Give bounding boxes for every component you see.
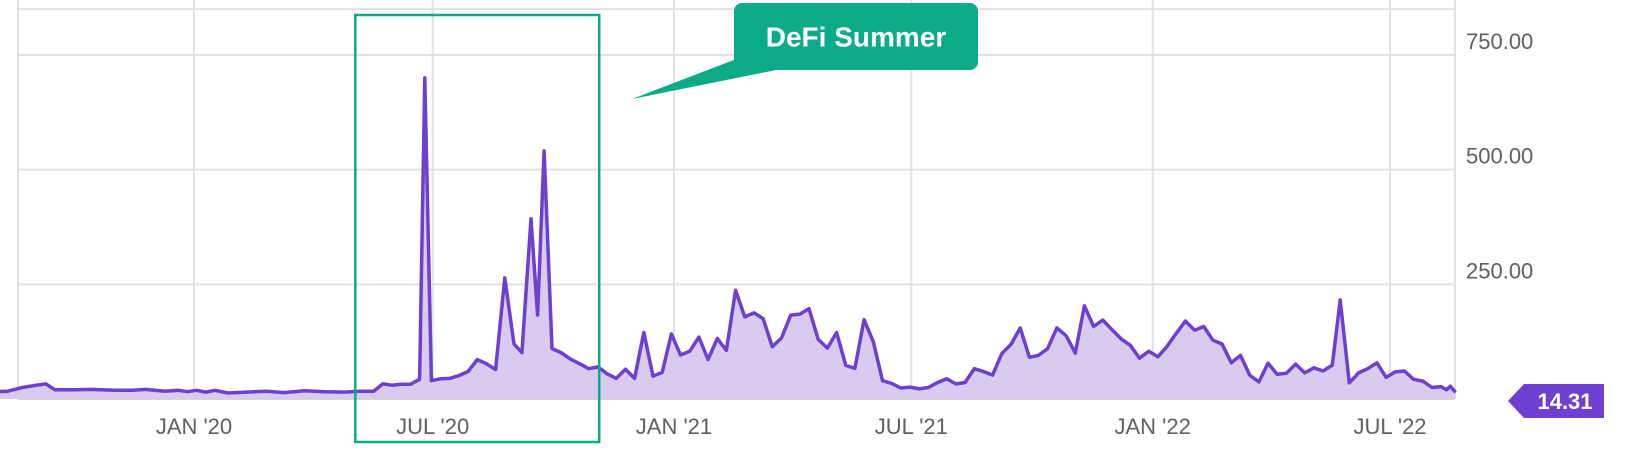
- last-value-tag-shape: [1508, 384, 1604, 418]
- x-tick-label: JAN '21: [636, 414, 712, 439]
- defi-summer-highlight-box: [354, 13, 601, 444]
- x-tick-label: JAN '20: [156, 414, 232, 439]
- y-tick-label: 500.00: [1466, 144, 1533, 169]
- x-tick-label: JUL '21: [875, 414, 948, 439]
- y-tick-label: 250.00: [1466, 258, 1533, 283]
- y-axis-ticks: 250.00 500.00 750.00: [1466, 29, 1533, 283]
- callout-background: [734, 3, 978, 70]
- x-axis-ticks: JAN '20 JUL '20 JAN '21 JUL '21 JAN '22 JUL '…: [156, 414, 1427, 439]
- x-tick-label: JUL '22: [1353, 414, 1426, 439]
- x-tick-label: JUL '20: [396, 414, 469, 439]
- y-tick-label: 750.00: [1466, 29, 1533, 54]
- series-line: [0, 76, 1457, 395]
- x-tick-label: JAN '22: [1114, 414, 1190, 439]
- defi-summer-callout: DeFi Summer: [632, 3, 978, 99]
- last-value-tag: 14.31: [1508, 384, 1604, 418]
- callout-label: DeFi Summer: [766, 22, 947, 53]
- last-value-label: 14.31: [1537, 389, 1592, 414]
